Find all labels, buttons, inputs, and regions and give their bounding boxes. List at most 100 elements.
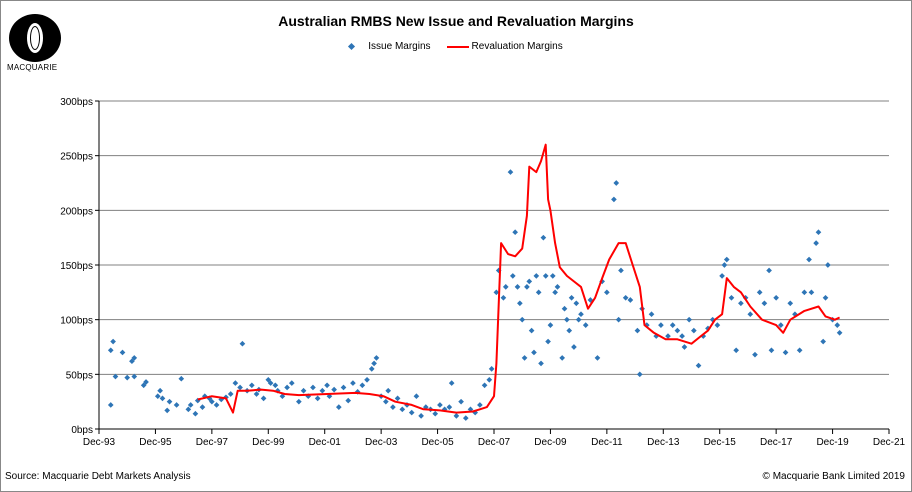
issue-margin-point xyxy=(773,294,779,301)
issue-margin-point xyxy=(545,338,551,345)
issue-margin-point xyxy=(373,355,380,361)
issue-margin-point xyxy=(622,294,629,301)
issue-margin-point xyxy=(728,294,735,301)
issue-margin-point xyxy=(648,311,655,318)
issue-margin-point xyxy=(514,284,521,290)
issue-margin-point xyxy=(582,322,589,328)
x-tick-label: Dec-05 xyxy=(421,437,454,448)
logo-text: MACQUARIE xyxy=(7,63,58,72)
issue-margin-point xyxy=(719,273,725,279)
x-tick-label: Dec-19 xyxy=(816,437,849,448)
issue-margin-point xyxy=(477,402,483,408)
issue-margin-point xyxy=(232,380,239,386)
issue-margin-point xyxy=(547,322,554,328)
issue-margin-point xyxy=(524,284,530,290)
x-tick-label: Dec-07 xyxy=(478,437,511,448)
issue-margin-point xyxy=(665,333,671,339)
y-tick-label: 250bps xyxy=(60,152,93,163)
issue-margin-point xyxy=(310,384,316,391)
issue-margin-point xyxy=(314,395,321,402)
issue-margin-point xyxy=(714,322,721,328)
x-tick-label: Dec-21 xyxy=(873,437,906,448)
issue-margin-point xyxy=(324,382,330,389)
x-tick-label: Dec-09 xyxy=(534,437,567,448)
x-tick-label: Dec-17 xyxy=(760,437,793,448)
issue-margin-point xyxy=(364,376,370,383)
issue-margin-point xyxy=(371,360,377,367)
issue-margin-point xyxy=(813,240,819,246)
issue-margin-point xyxy=(604,289,610,296)
issue-margin-point xyxy=(432,410,439,417)
issue-margin-point xyxy=(458,398,464,405)
issue-margin-point xyxy=(213,402,220,408)
issue-margin-point xyxy=(413,393,420,400)
issue-margin-point xyxy=(107,402,114,408)
x-tick-label: Dec-13 xyxy=(647,437,680,448)
issue-margin-point xyxy=(517,300,523,307)
issue-margin-point xyxy=(540,234,547,241)
issue-margin-point xyxy=(634,327,641,334)
issue-margin-point xyxy=(187,402,194,408)
x-tick-label: Dec-01 xyxy=(309,437,342,448)
issue-margin-point xyxy=(766,267,772,274)
issue-margin-point xyxy=(747,311,754,318)
issue-margin-point xyxy=(820,338,826,345)
issue-margin-point xyxy=(806,256,812,263)
issue-margin-point xyxy=(319,387,326,394)
issue-margin-point xyxy=(512,229,518,236)
issue-margin-point xyxy=(437,402,443,408)
issue-margin-point xyxy=(575,316,582,323)
legend-revaluation-marker xyxy=(446,45,469,48)
issue-margin-point xyxy=(383,398,389,405)
issue-margin-point xyxy=(756,289,763,296)
issue-margin-point xyxy=(836,329,843,336)
issue-margin-point xyxy=(686,316,692,323)
issue-margin-point xyxy=(509,273,516,279)
issue-margin-point xyxy=(199,404,206,410)
issue-margin-point xyxy=(782,349,789,356)
x-tick-label: Dec-11 xyxy=(591,437,623,448)
issue-margin-point xyxy=(549,273,556,279)
issue-margin-point xyxy=(399,406,406,413)
y-tick-label: 300bps xyxy=(60,97,93,108)
issue-margin-point xyxy=(335,404,342,410)
y-tick-label: 0bps xyxy=(71,425,93,436)
issue-margin-point xyxy=(284,384,290,391)
issue-margin-point xyxy=(535,289,542,296)
issue-margin-point xyxy=(808,289,815,296)
source-note: Source: Macquarie Debt Markets Analysis xyxy=(5,471,191,482)
issue-margin-point xyxy=(493,289,500,296)
issue-margin-point xyxy=(669,322,676,328)
issue-margin-point xyxy=(340,384,347,391)
issue-margin-point xyxy=(752,351,758,358)
issue-margin-point xyxy=(350,380,356,386)
issue-margin-point xyxy=(390,404,396,410)
issue-margin-point xyxy=(521,355,528,361)
issue-margin-point xyxy=(611,196,617,203)
issue-margin-point xyxy=(345,397,352,404)
issue-margin-point xyxy=(331,386,337,393)
issue-margin-point xyxy=(368,366,375,372)
issue-margin-point xyxy=(237,384,243,391)
issue-margin-point xyxy=(394,395,401,402)
x-tick-label: Dec-97 xyxy=(196,437,229,448)
issue-margin-point xyxy=(260,395,267,402)
issue-margin-point xyxy=(227,391,234,397)
legend-revaluation-label: Revaluation Margins xyxy=(471,41,563,52)
issue-margin-point xyxy=(300,387,307,394)
issue-margin-point xyxy=(674,327,681,334)
issue-margin-point xyxy=(359,382,366,389)
issue-margin-point xyxy=(768,347,775,354)
issue-margin-point xyxy=(526,278,533,285)
issue-margin-point xyxy=(507,169,514,175)
issue-margin-point xyxy=(185,406,192,413)
issue-margin-point xyxy=(738,300,744,307)
issue-margin-point xyxy=(166,398,173,405)
issue-margin-point xyxy=(721,262,728,268)
issue-margin-point xyxy=(568,294,575,301)
issue-margin-point xyxy=(679,333,685,339)
x-tick-label: Dec-03 xyxy=(365,437,398,448)
issue-margin-point xyxy=(691,327,697,334)
issue-margin-point xyxy=(159,395,166,402)
